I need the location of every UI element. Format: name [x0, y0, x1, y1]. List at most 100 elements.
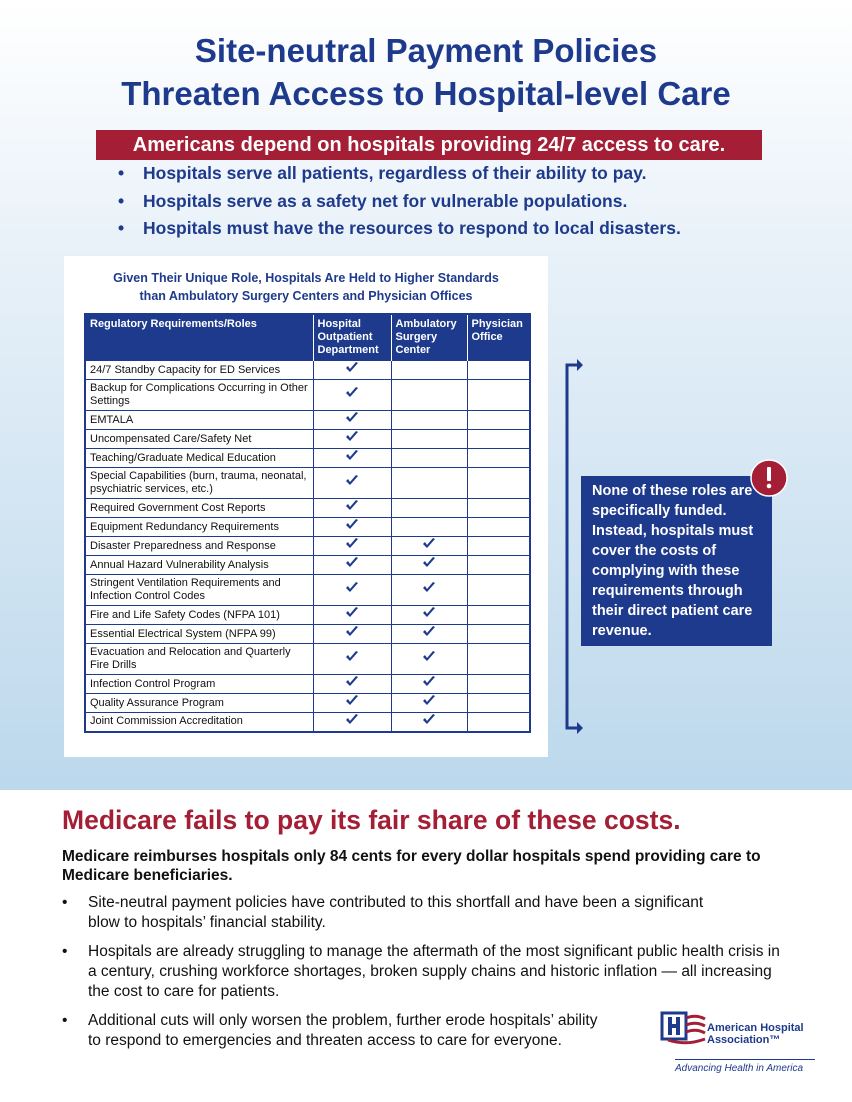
- checkmark: [423, 695, 435, 705]
- table-row: Essential Electrical System (NFPA 99): [84, 624, 531, 644]
- checkmark-shape: [423, 582, 435, 592]
- row-label: Infection Control Program: [84, 674, 314, 694]
- checkmark: [423, 676, 435, 686]
- checkmark: [346, 582, 358, 592]
- check-cell: [390, 448, 468, 468]
- row-label: Backup for Complications Occurring in Ot…: [84, 379, 314, 411]
- check-cell: [466, 693, 531, 713]
- bullet-text: Hospitals must have the resources to res…: [143, 218, 681, 238]
- check-cell: [312, 605, 392, 625]
- check-cell: [312, 429, 392, 449]
- check-cell: [312, 517, 392, 537]
- check-cell: [312, 624, 392, 644]
- logo-name-line: American Hospital: [707, 1022, 804, 1034]
- table-row: Teaching/Graduate Medical Education: [84, 448, 531, 468]
- checkmark-shape: [423, 651, 435, 661]
- row-label: EMTALA: [84, 410, 314, 430]
- checkmark: [346, 607, 358, 617]
- checkmark-shape: [346, 387, 358, 397]
- callout: None of these roles are specifically fun…: [581, 476, 772, 646]
- check-cell: [466, 643, 531, 675]
- logo: American Hospital Association™ Advancing …: [660, 1010, 820, 1075]
- row-label: Stringent Ventilation Requirements and I…: [84, 574, 314, 606]
- checkmark: [423, 713, 435, 724]
- checkmark: [346, 519, 358, 529]
- checkmark: [423, 557, 435, 567]
- checkmark: [346, 713, 358, 724]
- row-label: Special Capabilities (burn, trauma, neon…: [84, 467, 314, 499]
- check-cell: [466, 624, 531, 644]
- check-cell: [312, 360, 392, 380]
- checkmark-shape: [346, 431, 358, 441]
- title-line: Threaten Access to Hospital-level Care: [121, 75, 731, 112]
- checkmark-shape: [423, 676, 435, 686]
- check-cell: [312, 643, 392, 675]
- check-cell: [390, 429, 468, 449]
- check-cell: [466, 379, 531, 411]
- check-cell: [466, 410, 531, 430]
- check-cell: [312, 536, 392, 556]
- checkmark-shape: [346, 538, 358, 548]
- checkmark-shape: [346, 582, 358, 592]
- table-row: Disaster Preparedness and Response: [84, 536, 531, 556]
- row-label: Equipment Redundancy Requirements: [84, 517, 314, 537]
- column-header: Ambulatory Surgery Center: [391, 314, 468, 361]
- checkmark-shape: [346, 676, 358, 686]
- check-cell: [390, 555, 468, 575]
- checkmark-shape: [423, 626, 435, 636]
- row-label: Required Government Cost Reports: [84, 498, 314, 518]
- checkmark: [346, 626, 358, 636]
- bullet: Hospitals must have the resources to res…: [118, 215, 681, 243]
- checkmark-shape: [346, 651, 358, 661]
- check-cell: [390, 467, 468, 499]
- table-row: Required Government Cost Reports: [84, 498, 531, 518]
- checkmark-shape: [346, 626, 358, 636]
- checkmark-shape: [346, 519, 358, 529]
- check-cell: [312, 410, 392, 430]
- checkmark: [346, 431, 358, 441]
- check-cell: [390, 712, 468, 732]
- logo-tagline: Advancing Health in America: [675, 1059, 815, 1074]
- checkmark: [346, 651, 358, 661]
- check-cell: [312, 379, 392, 411]
- checkmark-shape: [346, 475, 358, 485]
- bullet: Hospitals serve all patients, regardless…: [118, 160, 681, 188]
- check-cell: [466, 712, 531, 732]
- checkmark-shape: [346, 557, 358, 567]
- table-row: EMTALA: [84, 410, 531, 430]
- bullet-text: Hospitals serve all patients, regardless…: [143, 163, 647, 183]
- check-cell: [466, 429, 531, 449]
- check-cell: [466, 448, 531, 468]
- check-cell: [390, 498, 468, 518]
- checkmark-shape: [346, 362, 358, 372]
- check-cell: [466, 574, 531, 606]
- check-cell: [390, 517, 468, 537]
- check-cell: [466, 498, 531, 518]
- checkmark: [346, 538, 358, 548]
- row-label: Evacuation and Relocation and Quarterly …: [84, 643, 314, 675]
- checkmark-shape: [423, 538, 435, 548]
- check-cell: [390, 536, 468, 556]
- check-cell: [390, 624, 468, 644]
- logo-name: American Hospital Association™: [707, 1022, 804, 1046]
- bullet: Hospitals are already struggling to mana…: [62, 942, 782, 1002]
- checkmark: [346, 695, 358, 705]
- table-row: Fire and Life Safety Codes (NFPA 101): [84, 605, 531, 625]
- bullet-list: Hospitals serve all patients, regardless…: [118, 160, 681, 243]
- bullet: Additional cuts will only worsen the pro…: [62, 1011, 602, 1051]
- check-cell: [466, 517, 531, 537]
- header-row: Regulatory Requirements/Roles Hospital O…: [85, 314, 530, 361]
- banner: Americans depend on hospitals providing …: [96, 130, 762, 160]
- checkmark: [423, 582, 435, 592]
- check-cell: [312, 467, 392, 499]
- checkmark: [423, 538, 435, 548]
- row-label: Teaching/Graduate Medical Education: [84, 448, 314, 468]
- checkmark: [423, 607, 435, 617]
- row-label: Fire and Life Safety Codes (NFPA 101): [84, 605, 314, 625]
- table-row: Backup for Complications Occurring in Ot…: [84, 379, 531, 411]
- checkmark: [423, 626, 435, 636]
- table-row: Annual Hazard Vulnerability Analysis: [84, 555, 531, 575]
- check-cell: [390, 643, 468, 675]
- table-row: Uncompensated Care/Safety Net: [84, 429, 531, 449]
